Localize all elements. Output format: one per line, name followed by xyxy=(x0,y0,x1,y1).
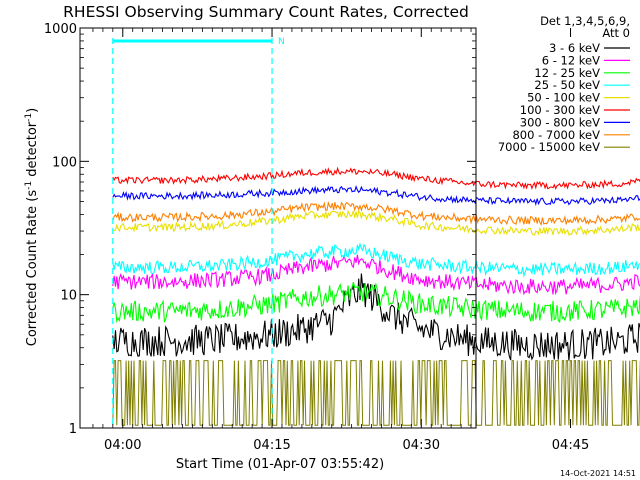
x-axis-label: Start Time (01-Apr-07 03:55:42) xyxy=(176,457,384,472)
series-line-2 xyxy=(112,281,640,324)
y-tick-label-1: 10 xyxy=(60,289,77,304)
legend-label-7: 800 - 7000 keV xyxy=(512,128,600,142)
y-axis-label-part3: ) xyxy=(25,108,40,113)
x-tick-label-0: 04:00 xyxy=(104,438,141,453)
annotation-layer: N xyxy=(112,37,285,428)
series-line-4 xyxy=(112,209,640,236)
series-line-3 xyxy=(112,242,640,278)
series-line-0 xyxy=(112,273,640,361)
y-axis-label-part2: detector xyxy=(25,121,40,181)
series-line-5 xyxy=(112,166,640,190)
legend-label-1: 6 - 12 keV xyxy=(542,53,600,67)
legend-label-6: 300 - 800 keV xyxy=(520,115,600,129)
timestamp: 14-Oct-2021 14:51 xyxy=(560,469,636,478)
series-line-1 xyxy=(112,253,640,296)
series-line-6 xyxy=(112,185,640,207)
y-axis-label: Corrected Count Rate (s-1 detector-1) xyxy=(24,108,40,346)
series-line-8 xyxy=(112,360,640,426)
y-tick-label-0: 1 xyxy=(69,422,77,437)
y-axis-label-part1: Corrected Count Rate (s xyxy=(25,190,40,347)
y-tick-label-2: 100 xyxy=(52,155,77,170)
axes: 04:0004:1504:3004:4505:0005:1505:3011010… xyxy=(44,22,589,453)
series-line-7 xyxy=(112,200,640,226)
legend-label-0: 3 - 6 keV xyxy=(549,41,600,55)
y-axis-label-sup2: -1 xyxy=(24,113,34,122)
y-axis-label-sup1: -1 xyxy=(24,181,34,190)
x-tick-label-3: 04:45 xyxy=(552,438,589,453)
x-tick-label-2: 04:30 xyxy=(403,438,440,453)
y-tick-label-3: 1000 xyxy=(44,22,77,37)
x-tick-label-1: 04:15 xyxy=(253,438,290,453)
legend-label-2: 12 - 25 keV xyxy=(534,66,600,80)
series-layer xyxy=(112,166,640,426)
plot-frame xyxy=(79,27,477,429)
legend-label-4: 50 - 100 keV xyxy=(527,91,600,105)
legend-label-3: 25 - 50 keV xyxy=(534,78,600,92)
legend-header-0: Det 1,3,4,5,6,9, xyxy=(540,14,630,28)
legend-label-5: 100 - 300 keV xyxy=(520,103,600,117)
flag-label-0: N xyxy=(278,37,285,47)
chart-title: RHESSI Observing Summary Count Rates, Co… xyxy=(63,3,469,21)
legend-label-8: 7000 - 15000 keV xyxy=(498,140,600,154)
legend-header-1: Att 0 xyxy=(602,26,630,40)
